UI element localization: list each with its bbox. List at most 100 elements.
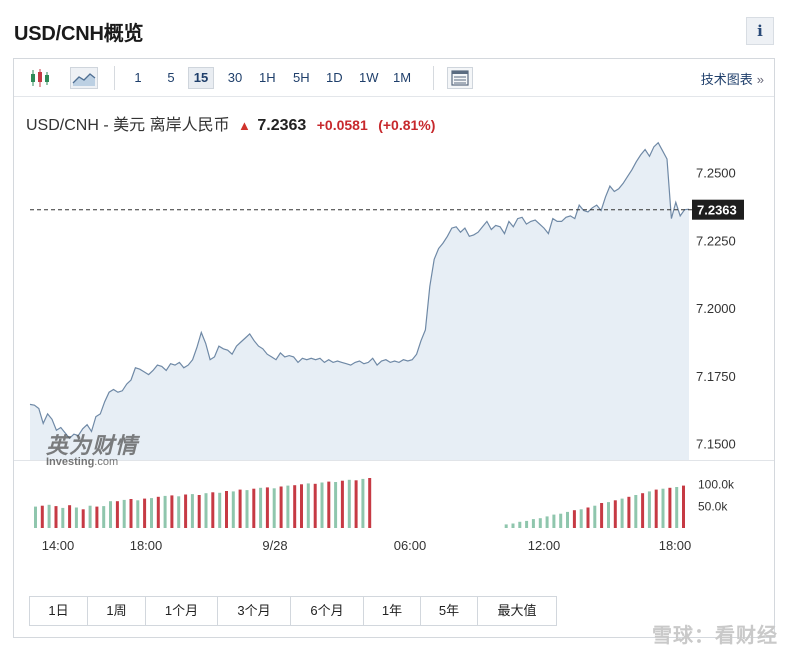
price-line [29, 141, 690, 440]
area-chart-icon[interactable] [70, 67, 98, 89]
quote-last-price: 7.2363 [257, 117, 307, 134]
volume-bar [675, 487, 679, 528]
volume-bar [320, 482, 324, 528]
page-title: USD/CNH概览 [14, 23, 144, 45]
volume-bar [95, 506, 99, 528]
volume-bar [354, 480, 358, 528]
y-tick-label: 7.2000 [696, 301, 736, 316]
interval-1d[interactable]: 1D [326, 70, 343, 85]
x-tick-label: 14:00 [42, 538, 75, 553]
interval-15[interactable]: 15 [188, 67, 214, 89]
volume-bar [68, 505, 72, 528]
y-tick-label: 7.2500 [696, 166, 736, 181]
volume-bar [600, 503, 604, 528]
volume-bar [340, 480, 344, 528]
volume-bar [197, 495, 201, 528]
volume-bar [252, 488, 256, 528]
investing-watermark-cn: 英为财情 [46, 433, 139, 458]
watermark-domain: .com [94, 456, 119, 468]
y-tick-label: 7.1500 [696, 437, 736, 452]
candlestick-icon[interactable] [28, 67, 52, 89]
time-range-selector: 1日 1周 1个月 3个月 6个月 1年 5年 最大值 [29, 596, 557, 626]
volume-bar [211, 492, 215, 528]
interval-5h[interactable]: 5H [293, 70, 310, 85]
volume-bar [177, 496, 181, 528]
volume-tick-label: 100.0k [698, 477, 735, 491]
volume-bar [579, 509, 583, 528]
volume-bar [259, 487, 263, 528]
volume-bar [620, 498, 624, 528]
volume-tick-label: 50.0k [698, 500, 728, 514]
volume-bar [122, 499, 126, 528]
volume-bar [115, 501, 119, 528]
volume-bar [627, 496, 631, 528]
volume-bar [293, 485, 297, 528]
volume-bar [368, 478, 372, 528]
x-tick-label: 18:00 [659, 538, 692, 553]
volume-bar [47, 504, 51, 528]
price-volume-chart: 7.1500 7.1750 7.2000 7.2250 7.2500 7.2363 50.0… [14, 141, 774, 553]
volume-bar [661, 488, 665, 528]
volume-bar [143, 498, 147, 528]
interval-30[interactable]: 30 [227, 70, 243, 85]
quote-name: 美元 离岸人民币 [113, 117, 230, 134]
volume-bar [511, 523, 515, 528]
volume-bar [163, 495, 167, 528]
volume-bar [300, 484, 303, 528]
volume-bar [668, 487, 672, 528]
up-arrow-icon: ▲ [238, 118, 251, 133]
tech-chart-label: 技术图表 [700, 72, 753, 87]
volume-bar [552, 514, 556, 528]
info-icon[interactable]: i [746, 17, 774, 45]
xueqiu-watermark: 雪球：看财经 [652, 625, 778, 647]
interval-1w[interactable]: 1W [359, 70, 379, 85]
range-3m[interactable]: 3个月 [218, 597, 291, 625]
interval-5[interactable]: 5 [167, 70, 175, 85]
y-tick-label: 7.2250 [696, 233, 736, 248]
volume-bar [306, 483, 310, 528]
range-1y[interactable]: 1年 [364, 597, 421, 625]
watermark-brand: Investing [46, 456, 95, 468]
volume-bar [634, 495, 638, 528]
quote-separator: - [103, 117, 109, 134]
range-1m[interactable]: 1个月 [146, 597, 218, 625]
volume-bar [156, 496, 160, 528]
volume-bar [231, 491, 235, 528]
x-tick-label: 18:00 [130, 538, 163, 553]
quote-change: +0.0581 [316, 117, 368, 133]
volume-bar [654, 489, 658, 528]
interval-1m[interactable]: 1M [393, 70, 412, 85]
volume-bar [504, 524, 508, 528]
tech-chart-link[interactable]: 技术图表» [701, 69, 764, 88]
volume-bar [74, 507, 78, 528]
range-5y[interactable]: 5年 [421, 597, 478, 625]
range-1w[interactable]: 1周 [88, 597, 146, 625]
volume-bar [607, 502, 610, 528]
range-6m[interactable]: 6个月 [291, 597, 364, 625]
volume-bar [129, 499, 133, 528]
volume-bar [682, 485, 685, 528]
volume-bar [225, 491, 228, 528]
interval-1h[interactable]: 1H [259, 70, 276, 85]
range-max[interactable]: 最大值 [478, 597, 556, 625]
volume-bar [40, 505, 44, 528]
x-tick-label: 12:00 [528, 538, 561, 553]
current-price-label: 7.2363 [697, 203, 737, 218]
data-table-icon[interactable] [447, 67, 473, 89]
chevron-right-icon: » [756, 72, 764, 87]
investing-watermark-en: Investing.com [46, 456, 118, 468]
quote-symbol: USD/CNH [26, 117, 99, 134]
volume-bar [286, 485, 290, 528]
volume-bar [109, 501, 112, 528]
volume-bar [538, 518, 542, 528]
chart-toolbar: 1 5 15 30 1H 5H 1D 1W 1M 技术图表» [14, 59, 774, 97]
volume-bar [204, 493, 208, 528]
interval-1[interactable]: 1 [134, 70, 142, 85]
quote-header: USD/CNH - 美元 离岸人民币 ▲ 7.2363 +0.0581 (+0.… [26, 111, 435, 135]
range-1d[interactable]: 1日 [30, 597, 88, 625]
volume-bar [238, 489, 242, 528]
x-tick-label: 06:00 [394, 538, 427, 553]
toolbar-divider [433, 66, 434, 90]
volume-bar [334, 482, 338, 528]
volume-bar [279, 486, 283, 528]
